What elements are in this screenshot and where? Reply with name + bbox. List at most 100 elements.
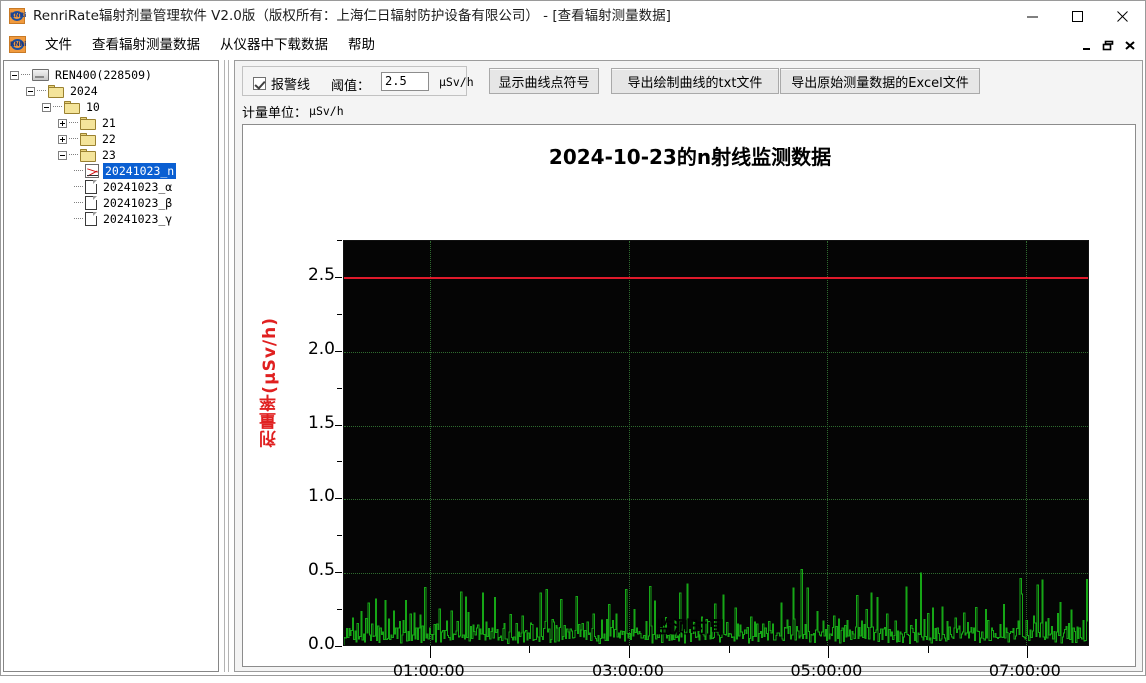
- checkbox-box[interactable]: [253, 77, 266, 90]
- x-tick-mark-major: [1027, 646, 1029, 658]
- minimize-button[interactable]: [1010, 1, 1055, 31]
- alarm-threshold-line: [344, 276, 1088, 279]
- measurement-unit-row: 计量单位： μSv/h: [242, 100, 344, 122]
- app-icon-text: RNRi: [10, 12, 27, 19]
- x-axis-tick-labels: 01:00:00 03:00:00 05:00:00 07:00:00: [243, 661, 1137, 683]
- tree-connector: [21, 74, 30, 76]
- close-icon: [1117, 10, 1128, 22]
- menu-help[interactable]: 帮助: [348, 37, 375, 53]
- y-tick-mark: [335, 646, 342, 647]
- threshold-input[interactable]: 2.5: [381, 72, 429, 91]
- measurement-unit-value: μSv/h: [309, 104, 344, 118]
- x-tick-mark-minor: [927, 646, 929, 653]
- client-area: REN400(228509) 2024 10 21 22 23 20241023_n 2024…: [1, 59, 1145, 680]
- menu-view-data[interactable]: 查看辐射测量数据: [92, 37, 200, 53]
- title-bar: RNRi RenriRate辐射剂量管理软件 V2.0版（版权所有：上海仁日辐射…: [1, 1, 1145, 32]
- tree-node[interactable]: 10: [10, 99, 218, 115]
- tree-node[interactable]: 20241023_n: [10, 163, 218, 179]
- y-tick-mark: [335, 276, 342, 278]
- chart-frame: 2024-10-23的n射线监测数据 剂量率(μSv/h) 0.0 0.5 1.0 1…: [242, 124, 1136, 680]
- tree-node-label: 20241023_n: [103, 163, 177, 179]
- tree-node-label: 20241023_γ: [103, 212, 173, 226]
- x-tick-label: 07:00:00: [988, 661, 1061, 680]
- tree-connector: [69, 138, 78, 140]
- dose-rate-series: [344, 568, 1088, 645]
- mdi-child-icon: RNRi: [9, 36, 26, 53]
- y-tick-label: 0.5: [307, 560, 335, 581]
- y-tick-mark-minor: [337, 609, 342, 611]
- mdi-restore-button[interactable]: [1097, 34, 1119, 56]
- doc-file-icon: [85, 212, 97, 226]
- y-tick-mark-minor: [337, 461, 342, 463]
- folder-icon: [80, 148, 96, 162]
- maximize-icon: [1072, 10, 1083, 22]
- y-tick-mark: [335, 424, 342, 426]
- tree-connector: [37, 90, 46, 92]
- mdi-restore-icon: [1102, 40, 1114, 50]
- close-button[interactable]: [1100, 1, 1145, 31]
- y-tick-label: 0.0: [307, 634, 335, 654]
- data-tree[interactable]: REN400(228509) 2024 10 21 22 23 20241023_n 2024…: [4, 61, 218, 227]
- tree-node[interactable]: 20241023_γ: [10, 211, 218, 227]
- tree-connector: [74, 218, 83, 220]
- y-tick-mark: [335, 350, 342, 352]
- x-tick-mark-major: [628, 646, 630, 658]
- data-tree-panel[interactable]: REN400(228509) 2024 10 21 22 23 20241023_n 2024…: [3, 60, 219, 672]
- minimize-icon: [1027, 16, 1038, 17]
- doc-file-icon: [85, 196, 97, 210]
- tree-collapse-icon[interactable]: [58, 150, 67, 160]
- folder-icon: [64, 100, 80, 114]
- grid-line-horizontal: [344, 351, 1088, 353]
- export-txt-button[interactable]: 导出绘制曲线的txt文件: [611, 68, 779, 94]
- tree-collapse-icon[interactable]: [10, 70, 19, 80]
- grid-line-vertical: [827, 241, 829, 645]
- tree-expand-icon[interactable]: [58, 118, 67, 128]
- tree-node[interactable]: 22: [10, 131, 218, 147]
- mdi-close-button[interactable]: [1119, 34, 1141, 56]
- y-tick-mark-minor: [337, 535, 342, 537]
- y-tick-label: 2.5: [307, 264, 335, 285]
- show-curve-symbols-button[interactable]: 显示曲线点符号: [489, 68, 599, 94]
- tree-collapse-icon[interactable]: [42, 102, 51, 112]
- tree-node[interactable]: 20241023_α: [10, 179, 218, 195]
- tree-expand-icon[interactable]: [58, 134, 67, 144]
- window-controls: [1010, 1, 1145, 31]
- tree-node[interactable]: REN400(228509): [10, 67, 218, 83]
- alarm-settings-group: 报警线 阈值： 2.5 μSv/h: [242, 66, 474, 96]
- y-tick-mark-minor: [337, 313, 342, 315]
- grid-line-horizontal: [344, 425, 1088, 427]
- panel-splitter[interactable]: [221, 60, 233, 672]
- export-excel-button[interactable]: 导出原始测量数据的Excel文件: [780, 68, 980, 94]
- tree-node[interactable]: 23: [10, 147, 218, 163]
- menu-items: 文件 查看辐射测量数据 从仪器中下载数据 帮助: [35, 31, 385, 59]
- tree-node-label: REN400(228509): [55, 68, 152, 82]
- maximize-button[interactable]: [1055, 1, 1100, 31]
- tree-collapse-icon[interactable]: [26, 86, 35, 96]
- tree-node[interactable]: 21: [10, 115, 218, 131]
- window-title: RenriRate辐射剂量管理软件 V2.0版（版权所有：上海仁日辐射防护设备有…: [33, 8, 671, 24]
- grid-line-vertical: [628, 241, 630, 645]
- y-tick-mark-minor: [337, 387, 342, 389]
- menu-file[interactable]: 文件: [45, 37, 72, 53]
- y-tick-label: 1.5: [307, 412, 335, 433]
- mdi-close-icon: [1125, 40, 1135, 50]
- y-axis-label: 剂量率(μSv/h): [260, 317, 280, 448]
- x-axis-ticks: [343, 646, 1091, 660]
- alarm-line-checkbox[interactable]: 报警线: [253, 74, 310, 93]
- x-axis-label: 监测时间: [656, 618, 724, 638]
- x-tick-mark-major: [828, 646, 830, 658]
- x-tick-mark-minor: [529, 646, 531, 653]
- tree-node[interactable]: 20241023_β: [10, 195, 218, 211]
- y-tick-label: 2.0: [307, 338, 335, 359]
- folder-icon: [80, 116, 96, 130]
- y-tick-mark: [335, 498, 342, 500]
- folder-icon: [48, 84, 64, 98]
- x-tick-label: 01:00:00: [392, 661, 465, 680]
- tree-connector: [74, 202, 83, 204]
- grid-line-vertical: [1025, 241, 1027, 645]
- plot-area[interactable]: [343, 240, 1089, 646]
- tree-node[interactable]: 2024: [10, 83, 218, 99]
- mdi-minimize-button[interactable]: [1075, 34, 1097, 56]
- menu-download-data[interactable]: 从仪器中下载数据: [220, 37, 328, 53]
- measurement-unit-label: 计量单位：: [242, 105, 308, 121]
